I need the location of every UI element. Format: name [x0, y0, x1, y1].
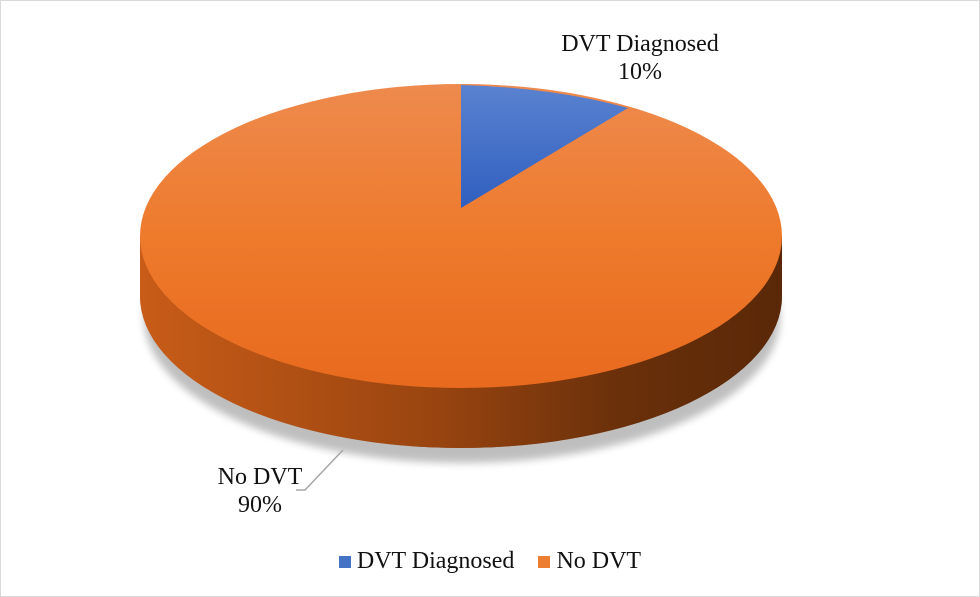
data-label-dvt-diagnosed-name: DVT Diagnosed: [561, 31, 719, 57]
slice-no-dvt[interactable]: [140, 84, 782, 388]
data-label-dvt-diagnosed: DVT Diagnosed 10%: [540, 30, 740, 86]
legend-swatch-orange: [538, 555, 551, 568]
legend-label: DVT Diagnosed: [356, 548, 515, 574]
data-label-no-dvt: No DVT 90%: [200, 463, 320, 519]
legend-label: No DVT: [556, 548, 642, 574]
legend-swatch-blue: [338, 555, 351, 568]
chart-legend: DVT Diagnosed No DVT: [0, 548, 980, 575]
legend-item-no-dvt[interactable]: No DVT: [538, 548, 641, 575]
data-label-no-dvt-value: 90%: [238, 492, 282, 518]
legend-item-dvt-diagnosed[interactable]: DVT Diagnosed: [338, 548, 515, 575]
leader-line-no-dvt: [296, 449, 344, 491]
data-label-no-dvt-name: No DVT: [217, 464, 303, 490]
data-label-dvt-diagnosed-value: 10%: [618, 59, 662, 85]
slice-dvt-diagnosed[interactable]: [461, 85, 628, 208]
